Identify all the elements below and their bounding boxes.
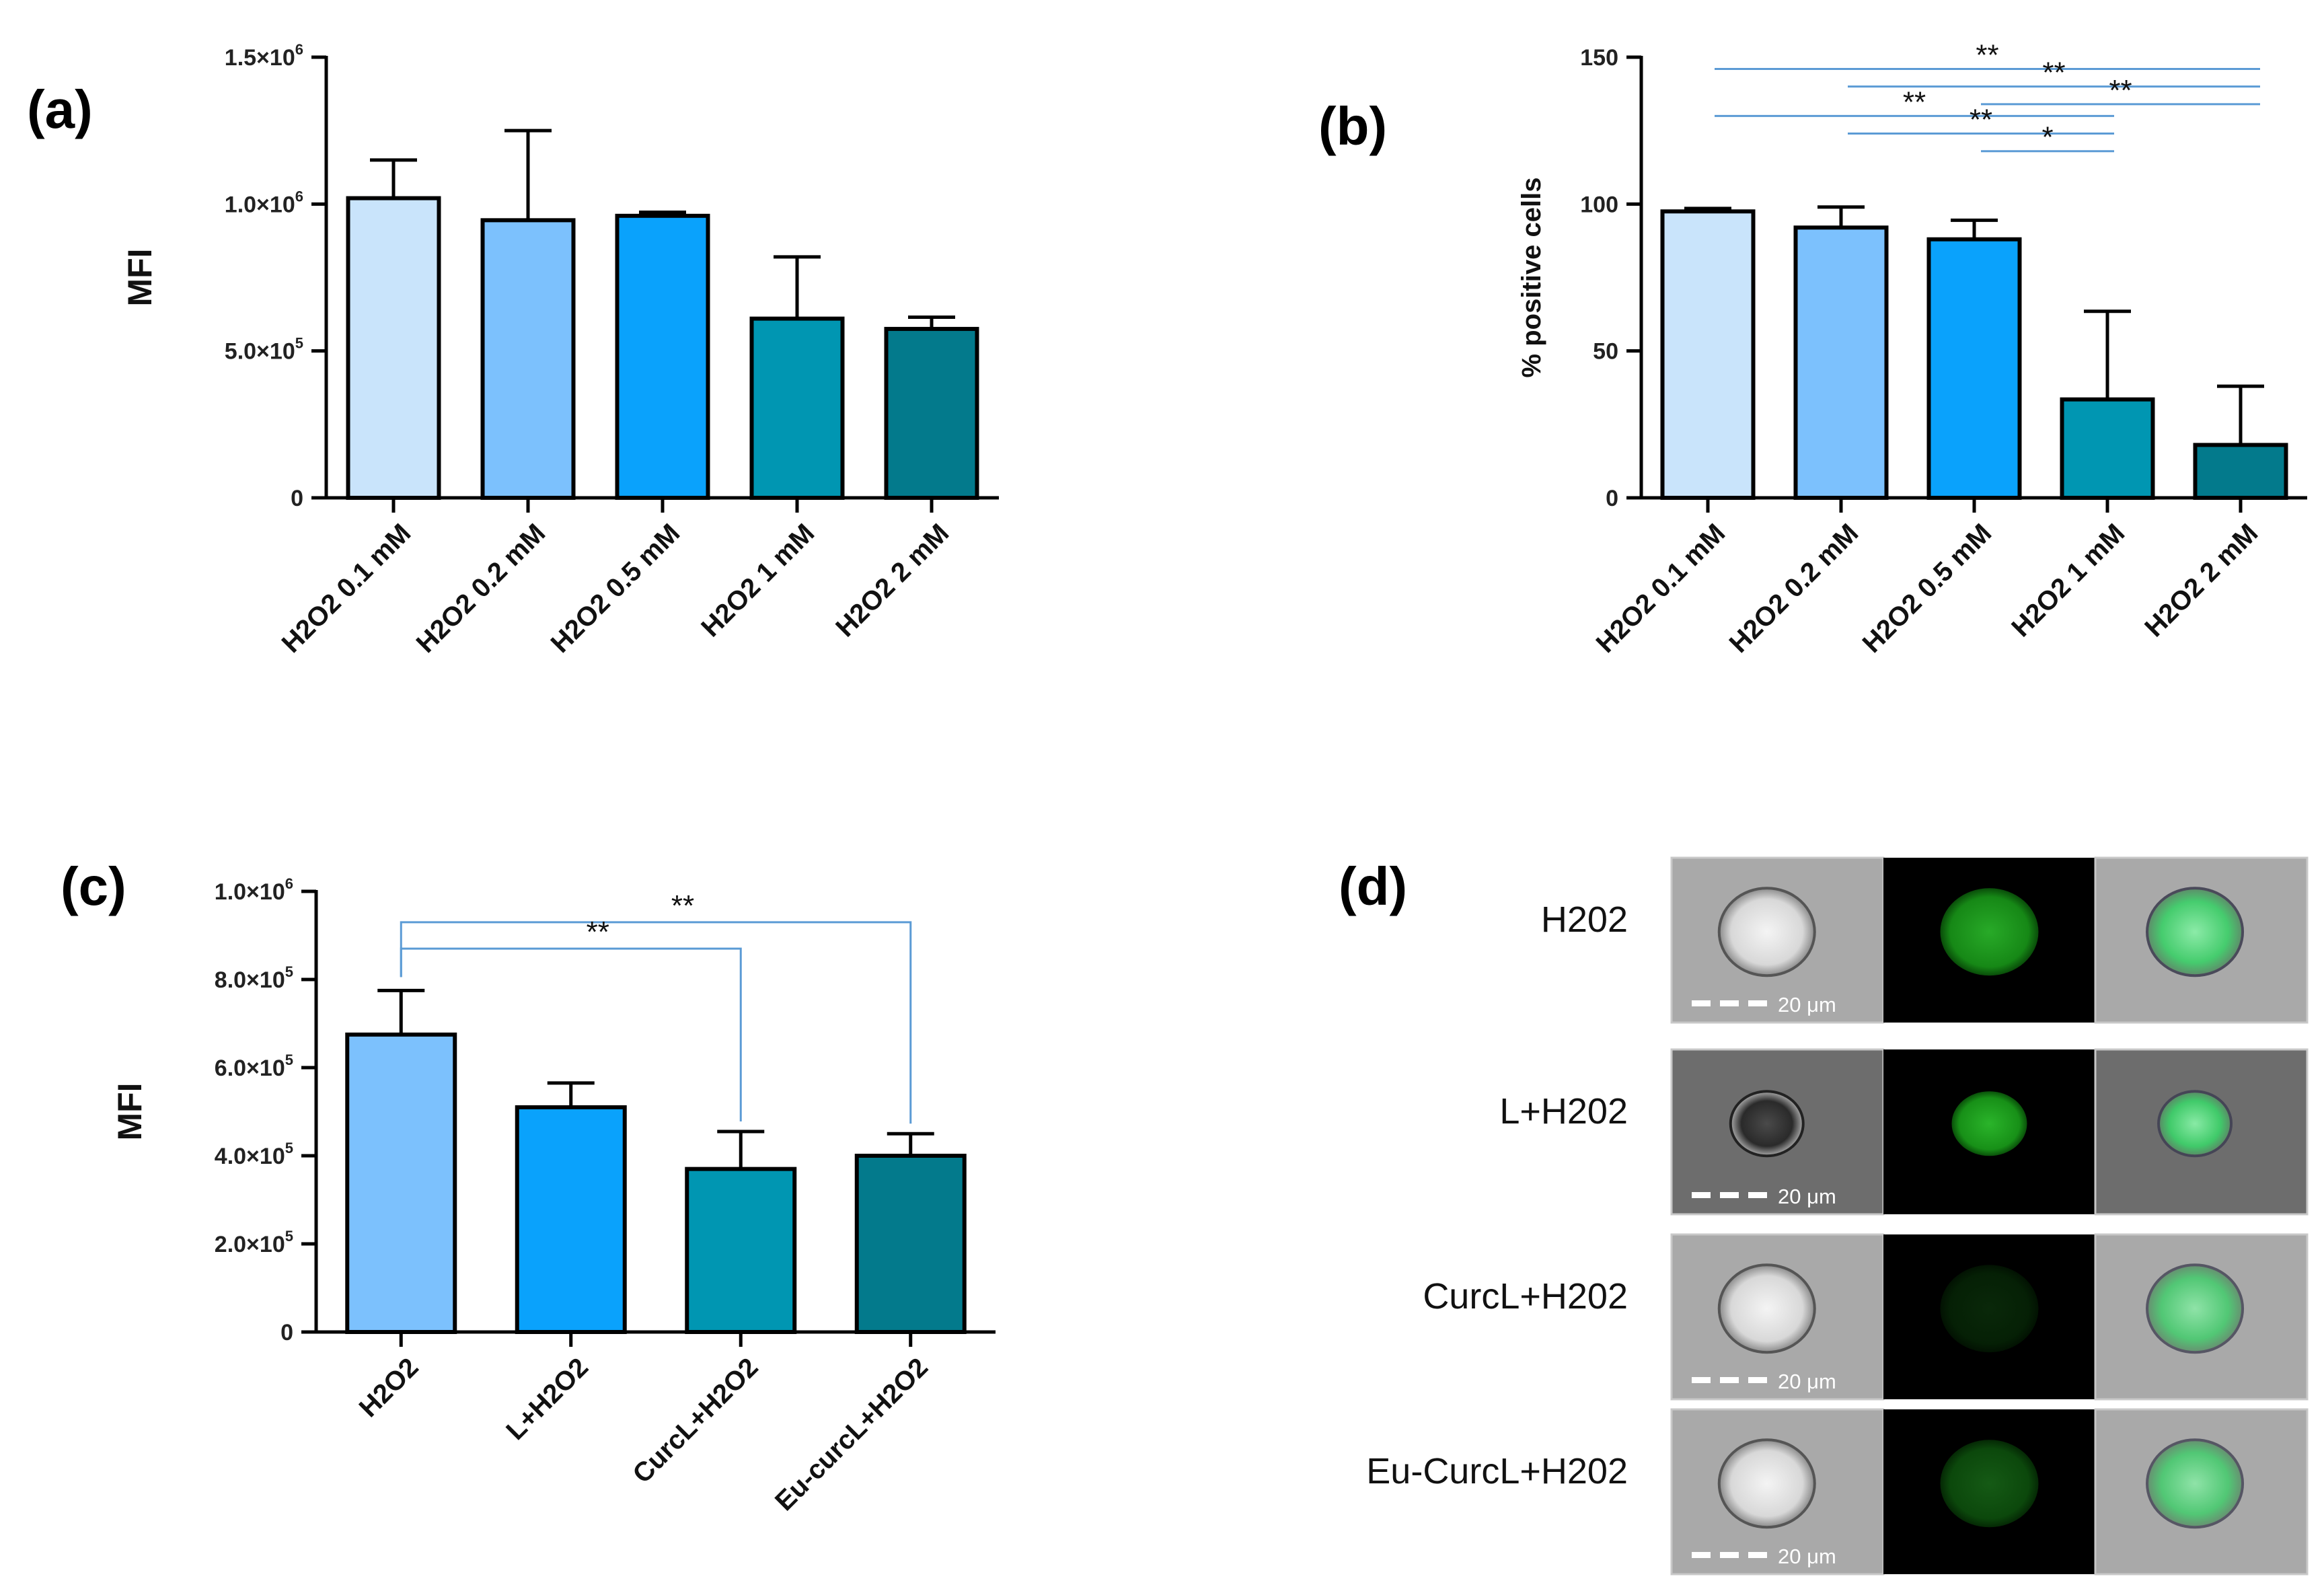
scale-bar-segment [1720, 1192, 1739, 1198]
bar [2060, 397, 2155, 501]
chart-c: 0 2.0×105 4.0×105 6.0×105 8.0×105 1.0×106 MFI H… [111, 875, 996, 1516]
scale-bar-label: 20 μm [1778, 1185, 1836, 1208]
bar [615, 213, 710, 500]
significance-label: ** [587, 916, 609, 949]
significance-label: ** [1903, 85, 1926, 118]
scale-bar-label: 20 μm [1778, 1370, 1836, 1393]
x-tick-label: H2O2 2 mM [830, 518, 954, 642]
panel-label-b: (b) [1318, 96, 1387, 156]
y-axis-label: % positive cells [1517, 178, 1546, 378]
cell-brightfield [1717, 1263, 1816, 1354]
scale-bar-segment [1720, 1000, 1739, 1006]
y-tick-label: 1.5×106 [225, 41, 303, 71]
bar [1926, 237, 2022, 500]
x-tick-label: H2O2 0.5 mM [546, 518, 686, 659]
x-tick-label: H2O2 0.5 mM [1857, 518, 1998, 659]
cell-merged [2146, 887, 2245, 977]
bar [1660, 209, 1756, 500]
bar [515, 1105, 627, 1334]
x-tick-label: L+H2O2 [500, 1352, 594, 1446]
y-tick-label: 1.0×106 [225, 188, 303, 217]
bar [2193, 443, 2288, 501]
y-tick-label: 150 [1580, 45, 1618, 71]
cell-brightfield [1729, 1090, 1805, 1158]
x-tick-label: Eu-curcL+H2O2 [770, 1352, 934, 1516]
scale-bar-segment [1748, 1192, 1767, 1198]
scale-bar-segment [1720, 1552, 1739, 1558]
significance-bracket [400, 921, 912, 1124]
y-tick-label: 1.0×106 [215, 875, 293, 905]
significance-label: ** [1970, 104, 1992, 137]
scale-bar-segment [1720, 1377, 1739, 1383]
x-tick-label: H2O2 2 mM [2139, 518, 2263, 642]
panel-label-c: (c) [61, 856, 126, 916]
x-tick-label: H2O2 0.1 mM [1591, 518, 1731, 659]
cell-merged [2157, 1090, 2233, 1158]
scale-bar-segment [1748, 1000, 1767, 1006]
cell-fluorescence [1940, 1440, 2039, 1528]
significance-label: ** [1976, 38, 1998, 71]
y-axis-label: MFI [111, 1082, 149, 1140]
row-label: L+H202 [1499, 1091, 1628, 1132]
row-label: H202 [1541, 899, 1628, 940]
x-tick-label: H2O2 [354, 1352, 424, 1423]
bar [685, 1167, 797, 1335]
bar [480, 218, 576, 500]
cell-merged [2146, 1438, 2245, 1529]
cell-fluorescence [1940, 888, 2039, 976]
y-tick-label: 0 [1606, 486, 1618, 511]
panel-d-image-grid: H202 20 μm L+H202 20 μm CurcL+H202 20 μm Eu-Cu… [1366, 856, 2309, 1576]
significance-label: ** [671, 889, 694, 922]
significance-label: * [2041, 121, 2053, 154]
y-axis-label: MFI [121, 248, 159, 306]
x-tick-label: H2O2 0.2 mM [411, 518, 552, 659]
x-tick-label: H2O2 0.1 mM [276, 518, 417, 659]
panel-label-d: (d) [1339, 856, 1407, 916]
y-tick-label: 2.0×105 [215, 1228, 293, 1257]
row-label: Eu-CurcL+H202 [1366, 1451, 1628, 1491]
cell-fluorescence [1951, 1091, 2027, 1156]
x-tick-label: CurcL+H2O2 [627, 1352, 763, 1489]
scale-bar-label: 20 μm [1778, 1545, 1836, 1568]
scale-bar-segment [1692, 1377, 1711, 1383]
significance-bracket [400, 947, 742, 1121]
scale-bar-segment [1692, 1552, 1711, 1558]
bar [345, 1032, 457, 1334]
scale-bar-segment [1748, 1552, 1767, 1558]
y-tick-label: 100 [1580, 192, 1618, 217]
x-tick-label: H2O2 1 mM [696, 518, 820, 642]
y-tick-label: 6.0×105 [215, 1051, 293, 1081]
y-tick-label: 50 [1593, 339, 1618, 365]
cell-fluorescence [1940, 1265, 2039, 1353]
y-tick-label: 4.0×105 [215, 1140, 293, 1169]
y-tick-label: 5.0×105 [225, 335, 303, 365]
y-tick-label: 8.0×105 [215, 963, 293, 993]
scale-bar-segment [1748, 1377, 1767, 1383]
bar [1793, 225, 1889, 500]
cell-merged [2146, 1263, 2245, 1354]
y-tick-label: 0 [280, 1320, 293, 1345]
cell-brightfield [1717, 887, 1816, 977]
x-tick-label: H2O2 0.2 mM [1724, 518, 1865, 659]
bar [884, 326, 979, 500]
panel-label-a: (a) [27, 79, 93, 139]
significance-label: ** [2109, 74, 2132, 107]
scale-bar-segment [1692, 1000, 1711, 1006]
cell-brightfield [1717, 1438, 1816, 1529]
x-tick-label: H2O2 1 mM [2006, 518, 2130, 642]
row-label: CurcL+H202 [1423, 1276, 1628, 1317]
significance-label: ** [2042, 57, 2065, 89]
bar [749, 316, 845, 500]
bar [346, 196, 441, 500]
scale-bar-label: 20 μm [1778, 993, 1836, 1016]
scale-bar-segment [1692, 1192, 1711, 1198]
y-tick-label: 0 [291, 486, 303, 511]
bar [854, 1154, 967, 1334]
